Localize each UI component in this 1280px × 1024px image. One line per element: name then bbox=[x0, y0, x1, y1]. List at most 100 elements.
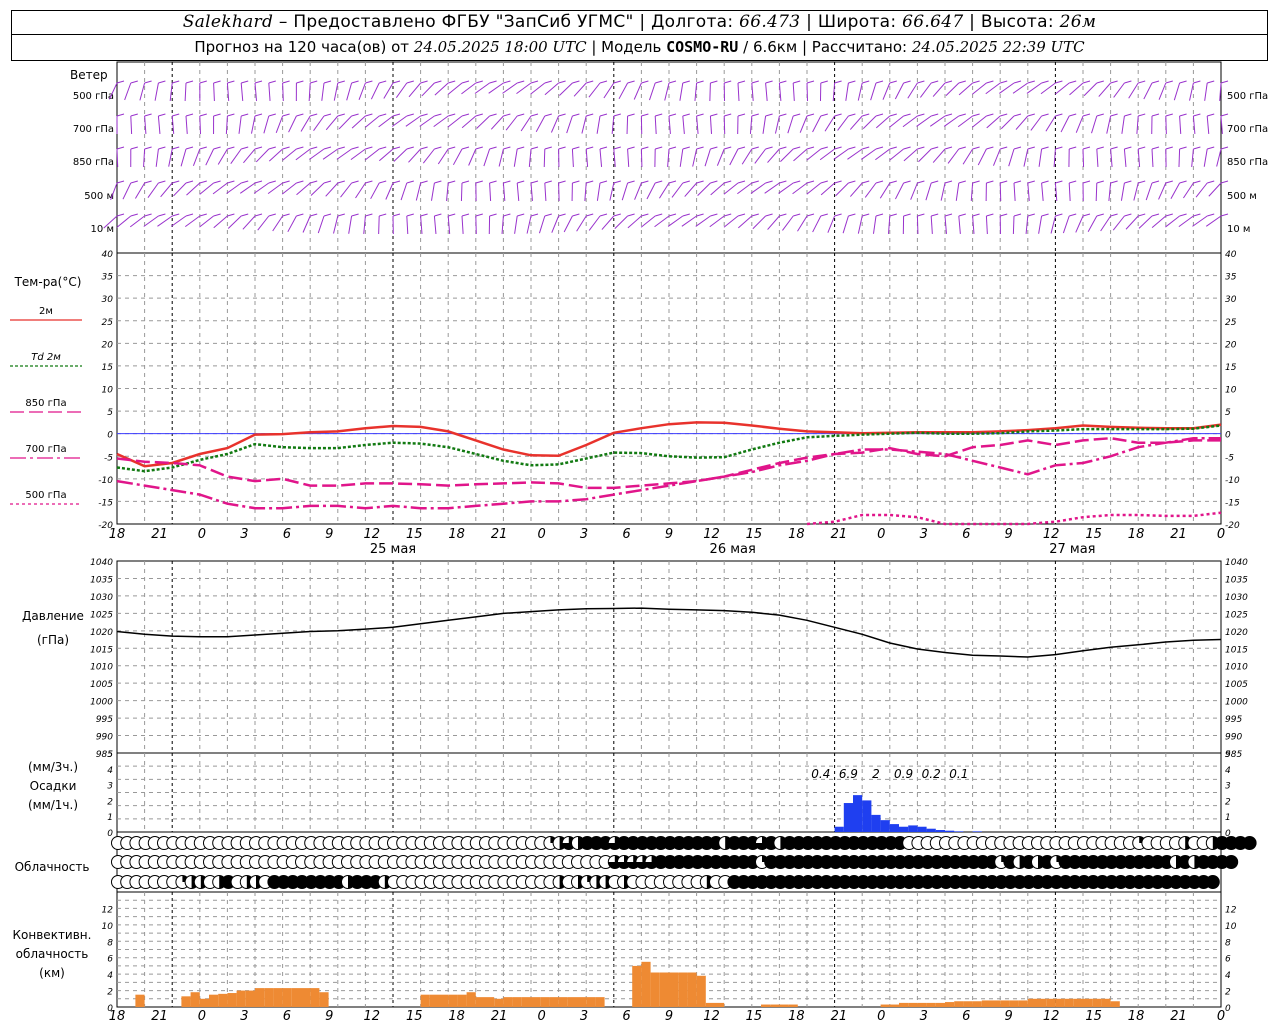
wind-barb bbox=[122, 182, 132, 200]
wind-barb bbox=[1183, 182, 1194, 199]
wind-barb-feather bbox=[1179, 80, 1187, 84]
wind-barb-feather bbox=[392, 80, 401, 84]
precip-bar bbox=[926, 828, 936, 832]
time-label-mid: 12 bbox=[1043, 527, 1060, 542]
wind-barb bbox=[752, 215, 766, 230]
wind-barb bbox=[640, 148, 643, 168]
temp-series-line bbox=[116, 436, 1221, 510]
temp-ytick-left: 20 bbox=[102, 340, 114, 350]
precip-ytick-left: 3 bbox=[107, 782, 113, 792]
wind-barb-feather bbox=[889, 213, 897, 217]
wind-barb-feather bbox=[1027, 146, 1035, 150]
wind-barb bbox=[889, 148, 904, 161]
wind-barb bbox=[679, 82, 684, 101]
wind-barb bbox=[199, 215, 214, 228]
precip-bar bbox=[862, 800, 872, 832]
time-label-mid: 3 bbox=[580, 527, 588, 542]
wind-barb bbox=[1000, 115, 1015, 130]
wind-barb-feather bbox=[448, 146, 456, 150]
wind-barb bbox=[723, 182, 739, 195]
wind-barb bbox=[1179, 115, 1182, 134]
wind-barb bbox=[626, 115, 629, 135]
wind-barb bbox=[1206, 115, 1210, 134]
wind-barb bbox=[1137, 148, 1141, 167]
wind-barb-feather bbox=[392, 213, 401, 217]
wind-barb bbox=[613, 148, 616, 167]
conv-bar bbox=[788, 1004, 798, 1007]
wind-barb-feather bbox=[351, 146, 359, 150]
wind-barb bbox=[340, 182, 352, 198]
wind-barb-feather bbox=[820, 146, 828, 150]
wind-barb-feather bbox=[710, 80, 718, 84]
wind-barb bbox=[1219, 82, 1222, 101]
conv-bar bbox=[954, 1001, 964, 1007]
wind-barb-feather bbox=[296, 80, 304, 84]
wind-barb-feather bbox=[323, 146, 332, 150]
wind-barb bbox=[611, 115, 615, 134]
wind-barb bbox=[750, 182, 766, 194]
wind-barb-feather bbox=[599, 213, 608, 217]
conv-bar bbox=[291, 988, 301, 1007]
time-label-bottom: 12 bbox=[703, 1009, 720, 1024]
wind-barb bbox=[295, 148, 311, 161]
wind-barb-feather bbox=[185, 180, 194, 184]
wind-barb-feather bbox=[268, 113, 276, 117]
wind-barb bbox=[385, 182, 394, 200]
wind-barb bbox=[543, 148, 546, 168]
wind-barb-feather bbox=[461, 180, 470, 184]
wind-barb-feather bbox=[1027, 113, 1035, 117]
wind-barb-feather bbox=[751, 213, 759, 217]
wind-barb bbox=[325, 182, 339, 197]
wind-barb bbox=[1013, 182, 1016, 201]
time-label-mid: 9 bbox=[665, 527, 673, 542]
cloud-cover-circle bbox=[1242, 836, 1257, 850]
wind-barb-feather bbox=[586, 113, 594, 117]
wind-barb bbox=[1120, 182, 1125, 201]
wind-barb bbox=[544, 182, 547, 201]
wind-barb-feather bbox=[503, 80, 511, 84]
wind-barb bbox=[474, 82, 490, 94]
wind-barb bbox=[584, 182, 587, 201]
wind-barb-feather bbox=[351, 113, 359, 117]
conv-bar bbox=[475, 997, 485, 1007]
wind-barb bbox=[972, 115, 987, 128]
wind-barb-feather bbox=[1055, 80, 1063, 84]
wind-barb-feather bbox=[779, 113, 787, 117]
wind-barb-feather bbox=[737, 213, 746, 217]
conv-bar bbox=[236, 990, 246, 1007]
wind-barb-feather bbox=[696, 113, 704, 117]
wind-barb-feather bbox=[351, 213, 359, 217]
wind-barb bbox=[985, 215, 988, 235]
wind-barb-feather bbox=[268, 180, 276, 184]
wind-barb bbox=[129, 215, 145, 228]
precip-total-label: 0.9 bbox=[894, 767, 913, 781]
wind-barb bbox=[213, 215, 228, 229]
conv-bar bbox=[945, 1002, 955, 1007]
wind-barb bbox=[1189, 82, 1194, 101]
wind-barb-feather bbox=[337, 213, 345, 217]
wind-barb-feather bbox=[323, 180, 332, 184]
wind-barb bbox=[419, 115, 435, 127]
wind-barb-feather bbox=[944, 113, 953, 117]
wind-barb-feather bbox=[572, 113, 580, 117]
wind-barb bbox=[654, 115, 657, 135]
wind-barb-feather bbox=[1138, 80, 1146, 84]
wind-barb-feather bbox=[323, 113, 332, 117]
wind-barb-feather bbox=[158, 146, 166, 150]
wind-barb-feather bbox=[1041, 180, 1049, 184]
wind-barb-feather bbox=[379, 146, 387, 150]
wind-barb-feather bbox=[379, 213, 387, 217]
wind-barb-feather bbox=[696, 213, 704, 217]
wind-barb-feather bbox=[1207, 80, 1215, 84]
wind-barb-feather bbox=[503, 113, 511, 117]
wind-barb bbox=[806, 148, 822, 161]
wind-barb bbox=[601, 215, 615, 230]
wind-barb bbox=[116, 148, 119, 168]
wind-barb-feather bbox=[1207, 113, 1215, 117]
wind-barb-feather bbox=[158, 80, 166, 84]
wind-barb-feather bbox=[862, 146, 870, 150]
wind-barb-feather bbox=[903, 113, 911, 117]
wind-barb-feather bbox=[227, 146, 235, 150]
precip-title: Осадки bbox=[29, 779, 77, 793]
wind-barb bbox=[272, 215, 284, 232]
